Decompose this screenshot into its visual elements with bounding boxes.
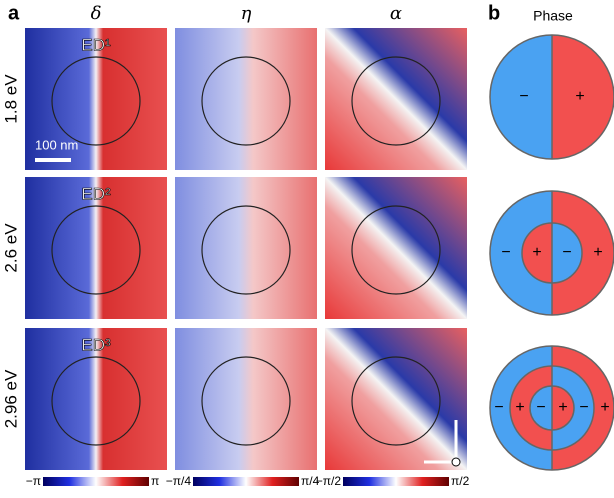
colorbar-label: −π/4 [166, 474, 192, 488]
map [175, 177, 317, 319]
particle-outline [351, 205, 441, 295]
map [325, 328, 467, 470]
colorbar [343, 477, 449, 486]
panel-label: b [488, 2, 500, 24]
phase-sign: − [536, 399, 545, 416]
map [325, 28, 467, 170]
particle-outline [51, 356, 141, 446]
phase-sign: + [532, 244, 541, 261]
axis-origin [451, 457, 461, 467]
map [325, 177, 467, 319]
phase-sign: + [575, 88, 584, 105]
column-header: α [390, 3, 402, 24]
particle-outline [201, 356, 291, 446]
phase-region [552, 223, 582, 283]
particle-outline [351, 56, 441, 146]
phase-sign: + [558, 399, 567, 416]
phase-sign: − [501, 244, 510, 261]
phase-region [552, 35, 614, 159]
colorbar-label: π [151, 474, 159, 488]
phase-region [552, 386, 574, 430]
colorbar [43, 477, 149, 486]
row-label: 2.6 eV [1, 223, 20, 273]
phase-sign: + [600, 399, 609, 416]
map [175, 328, 317, 470]
colorbar-label: −π/2 [316, 474, 342, 488]
mode-label: ED² [81, 184, 111, 203]
phase-sign: − [519, 88, 528, 105]
row-label: 1.8 eV [1, 74, 20, 124]
phase-region [490, 35, 552, 159]
map [25, 28, 167, 170]
particle-outline [51, 56, 141, 146]
phase-sign: + [515, 399, 524, 416]
phase-sign: − [494, 399, 503, 416]
particle-outline [201, 205, 291, 295]
mode-label: ED¹ [81, 35, 111, 54]
colorbar-label: π/4 [301, 474, 320, 488]
panel-label: a [8, 2, 20, 24]
phase-region [552, 191, 614, 315]
map [25, 328, 167, 470]
phase-sign: − [579, 399, 588, 416]
phase-region [522, 223, 552, 283]
phase-sign: + [593, 244, 602, 261]
map [25, 177, 167, 319]
phase-region [530, 386, 552, 430]
row-label: 2.96 eV [1, 369, 20, 428]
column-header: η [241, 3, 252, 24]
colorbar-label: π/2 [451, 474, 470, 488]
particle-outline [51, 205, 141, 295]
column-header: δ [91, 3, 102, 24]
colorbar-label: −π [26, 474, 41, 488]
particle-outline [351, 356, 441, 446]
map [175, 28, 317, 170]
scale-bar [35, 158, 71, 162]
phase-sign: − [562, 244, 571, 261]
particle-outline [201, 56, 291, 146]
phase-region [490, 191, 552, 315]
panel-title: Phase [533, 8, 573, 24]
mode-label: ED³ [81, 335, 111, 354]
colorbar [193, 477, 299, 486]
scale-bar-label: 100 nm [35, 137, 78, 152]
